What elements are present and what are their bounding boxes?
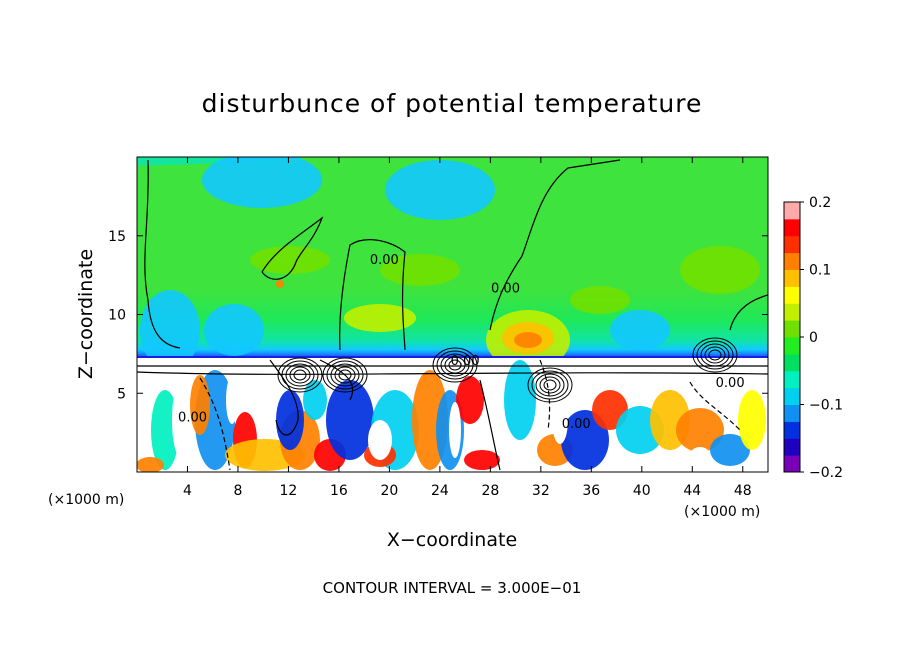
x-axis-label: X−coordinate — [387, 529, 517, 551]
contour-value-label: 0.00 — [562, 417, 591, 432]
x-axis: 4 8 12 16 20 24 28 32 36 40 44 48 — [183, 157, 752, 499]
colorbar: 0.2 0.1 0 −0.1 −0.2 — [783, 195, 843, 481]
contour-value-label: 0.00 — [370, 253, 399, 268]
y-tick-label: 10 — [108, 308, 126, 324]
colorbar-tick-label: −0.2 — [809, 465, 843, 481]
contour-value-label: 0.00 — [491, 281, 520, 296]
x-tick-label: 4 — [183, 483, 192, 499]
colorbar-swatch — [784, 286, 800, 304]
contour-value-label: 0.00 — [451, 354, 480, 369]
contour-interval-note: CONTOUR INTERVAL = 3.000E−01 — [323, 579, 582, 597]
contour-labels: 0.00 0.00 0.00 0.00 0.00 0.00 — [178, 253, 745, 432]
x-axis-unit-left: (×1000 m) — [48, 492, 124, 508]
colorbar-swatch — [784, 303, 800, 321]
colorbar-swatch — [784, 370, 800, 389]
colorbar-tick-label: 0 — [809, 330, 818, 346]
colorbar-swatch — [784, 455, 800, 473]
contour-value-label: 0.00 — [716, 376, 745, 391]
x-tick-label: 20 — [380, 483, 398, 499]
colorbar-swatch — [784, 353, 800, 372]
colorbar-swatch — [784, 202, 800, 220]
x-tick-label: 8 — [233, 483, 242, 499]
chart-title: disturbunce of potential temperature — [202, 89, 703, 118]
colorbar-tick-label: 0.2 — [809, 195, 831, 211]
x-tick-label: 32 — [532, 483, 550, 499]
x-tick-label: 28 — [481, 483, 499, 499]
y-axis-label: Z−coordinate — [75, 249, 97, 379]
x-tick-label: 24 — [431, 483, 449, 499]
x-tick-label: 16 — [330, 483, 348, 499]
x-tick-label: 36 — [582, 483, 600, 499]
x-tick-label: 12 — [280, 483, 298, 499]
x-tick-label: 44 — [683, 483, 701, 499]
colorbar-swatch — [784, 404, 800, 422]
colorbar-swatch — [784, 337, 800, 355]
y-axis: 5 10 15 — [108, 229, 768, 402]
colorbar-swatch — [784, 252, 800, 270]
colorbar-swatch — [784, 387, 800, 405]
contour-lines — [137, 159, 768, 471]
y-tick-label: 5 — [117, 386, 126, 402]
colorbar-swatch — [784, 421, 800, 439]
colorbar-swatch — [784, 320, 800, 338]
colorbar-swatch — [784, 269, 800, 287]
contour-value-label: 0.00 — [178, 411, 207, 426]
upper-anomaly-patches — [137, 157, 768, 370]
colorbar-swatch — [784, 438, 800, 456]
plot-area: 0.00 0.00 0.00 0.00 0.00 0.00 — [137, 157, 768, 472]
x-axis-unit-right: (×1000 m) — [684, 504, 760, 520]
x-tick-label: 48 — [734, 483, 752, 499]
x-tick-label: 40 — [633, 483, 651, 499]
lower-anomaly-patches — [137, 360, 766, 472]
colorbar-tick-label: 0.1 — [809, 263, 831, 279]
colorbar-tick-label: −0.1 — [809, 398, 843, 414]
colorbar-swatch — [784, 218, 800, 237]
colorbar-swatch — [784, 235, 800, 254]
y-tick-label: 15 — [108, 229, 126, 245]
